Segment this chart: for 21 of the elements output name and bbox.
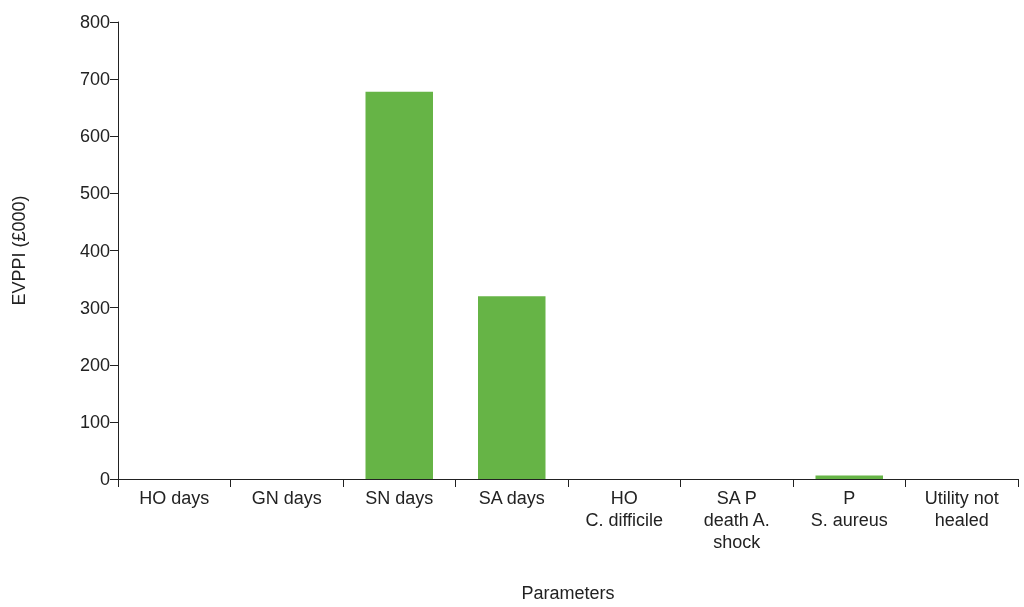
x-tick-label: GN days xyxy=(251,488,322,508)
x-tick-label: P S. aureus xyxy=(810,488,888,530)
y-tick-label: 200 xyxy=(79,354,110,375)
bar xyxy=(478,296,546,479)
y-axis-title: EVPPI (£000) xyxy=(9,195,29,306)
y-tick-label: 500 xyxy=(79,183,110,204)
x-tick-label: Utility not healed xyxy=(924,488,999,530)
x-tick-label: SA days xyxy=(478,488,545,508)
x-tick-label: HO C. difficile xyxy=(585,488,664,530)
y-tick-label: 600 xyxy=(79,126,110,147)
y-tick-label: 300 xyxy=(79,297,110,318)
bar xyxy=(365,91,433,479)
y-tick-label: 400 xyxy=(79,240,110,261)
y-tick-label: 800 xyxy=(79,12,110,32)
y-tick-label: 700 xyxy=(79,69,110,90)
y-tick-label: 0 xyxy=(99,469,110,489)
x-tick-label: HO days xyxy=(139,488,210,508)
x-tick-label: SA P death A. shock xyxy=(703,488,770,552)
x-tick-label: SN days xyxy=(365,488,434,508)
x-axis-title: Parameters xyxy=(521,583,615,603)
y-tick-label: 100 xyxy=(79,411,110,432)
